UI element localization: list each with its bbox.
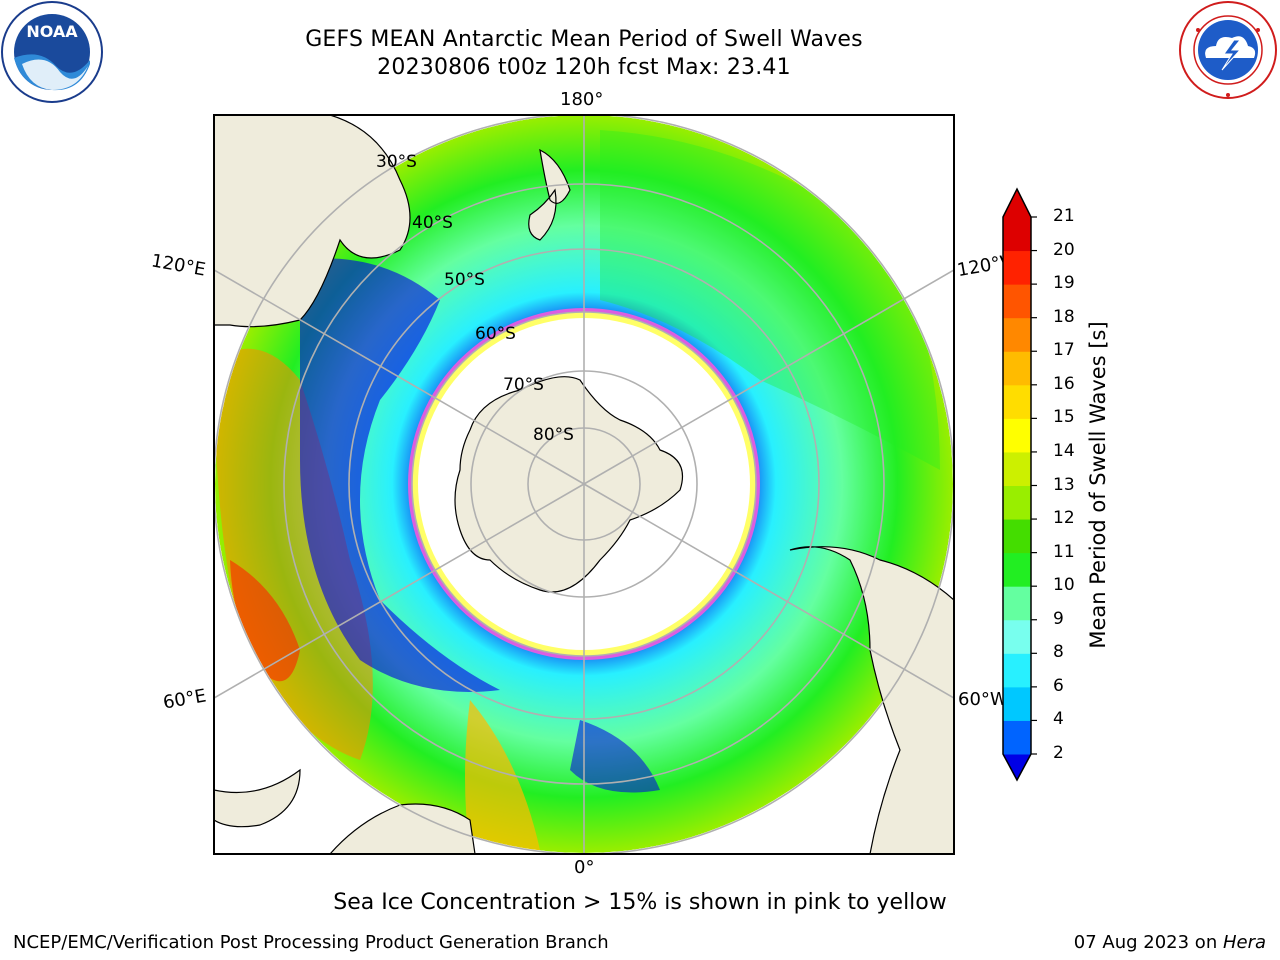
south-america-landmass <box>789 546 954 854</box>
colorbar-bin <box>1003 217 1031 252</box>
chart-title: GEFS MEAN Antarctic Mean Period of Swell… <box>305 27 863 52</box>
lat-label-30s: 30°S <box>376 152 417 172</box>
colorbar-bin <box>1003 552 1031 587</box>
colorbar-tick-label: 18 <box>1053 306 1075 327</box>
lat-label-50s: 50°S <box>444 270 485 290</box>
colorbar-tick-label: 21 <box>1053 206 1075 226</box>
colorbar-bin <box>1003 451 1031 486</box>
colorbar-tick-label: 20 <box>1053 239 1075 260</box>
colorbar-tick-label: 11 <box>1053 541 1075 562</box>
meridian-120w <box>583 269 954 485</box>
colorbar-bin <box>1003 485 1031 520</box>
svg-text:NOAA: NOAA <box>26 22 78 41</box>
lon-label-60w: 60°W <box>958 689 1008 710</box>
lat-label-80s: 80°S <box>533 425 574 445</box>
colorbar-tick-label: 9 <box>1053 608 1064 629</box>
sea-ice-note: Sea Ice Concentration > 15% is shown in … <box>333 890 947 915</box>
colorbar-tick-label: 19 <box>1053 273 1075 294</box>
colorbar-tick-label: 8 <box>1053 642 1064 663</box>
footer-date-text: 07 Aug 2023 on <box>1073 932 1223 953</box>
colorbar-tick-label: 2 <box>1053 743 1064 763</box>
colorbar-label: Mean Period of Swell Waves [s] <box>1086 321 1110 649</box>
footer-date: 07 Aug 2023 on Hera <box>1074 932 1266 953</box>
meridian-60w <box>583 483 954 699</box>
colorbar-bin <box>1003 586 1031 621</box>
colorbar-outline <box>1002 187 1032 782</box>
pacific-swell-field <box>600 130 940 470</box>
colorbar-tick-label: 15 <box>1053 407 1075 428</box>
colorbar-extend-high <box>1003 189 1031 217</box>
colorbar-tick-label: 13 <box>1053 474 1075 495</box>
footer-credit: NCEP/EMC/Verification Post Processing Pr… <box>13 932 609 953</box>
colorbar-bin <box>1003 284 1031 319</box>
colorbar-tick-label: 17 <box>1053 340 1075 361</box>
meridian-60e <box>214 483 585 699</box>
antarctica-landmass <box>454 376 684 593</box>
australia-landmass <box>214 115 411 328</box>
lon-label-180: 180° <box>560 89 604 110</box>
colorbar-extend-low <box>1003 754 1031 780</box>
chart-subtitle: 20230806 t00z 120h fcst Max: 23.41 <box>377 55 791 80</box>
colorbar-tick-label: 6 <box>1053 675 1064 696</box>
colorbar-bin <box>1003 686 1031 721</box>
colorbar-tick-label: 12 <box>1053 508 1075 529</box>
noaa-logo: NOAA <box>1 1 103 103</box>
lon-label-0: 0° <box>574 857 595 878</box>
graticule <box>214 115 954 854</box>
short-period-patch-south <box>570 720 660 793</box>
colorbar-bin <box>1003 250 1031 285</box>
map-frame <box>213 114 955 855</box>
colorbar-bin <box>1003 384 1031 419</box>
lat-label-60s: 60°S <box>475 324 516 344</box>
colorbar-bin <box>1003 519 1031 554</box>
colorbar-bin <box>1003 317 1031 352</box>
meridian-120e <box>214 269 585 485</box>
colorbar <box>1002 187 1037 782</box>
colorbar-bin <box>1003 720 1031 755</box>
colorbar-bin <box>1003 351 1031 386</box>
nws-logo <box>1179 1 1277 99</box>
colorbar-bin <box>1003 653 1031 688</box>
colorbar-tick-label: 10 <box>1053 575 1075 596</box>
new-zealand-landmass <box>528 148 571 241</box>
short-period-band <box>300 258 500 692</box>
swell-maximum-atlantic <box>465 700 540 850</box>
colorbar-bin <box>1003 619 1031 654</box>
swell-maximum-core <box>230 560 300 682</box>
colorbar-bin <box>1003 418 1031 453</box>
lat-label-40s: 40°S <box>412 213 453 233</box>
footer-machine: Hera <box>1222 932 1266 953</box>
colorbar-tick-label: 14 <box>1053 440 1075 461</box>
lat-label-70s: 70°S <box>503 375 544 395</box>
colorbar-tick-label: 16 <box>1053 373 1075 394</box>
colorbar-tick-label: 4 <box>1053 709 1064 730</box>
swell-period-map <box>213 114 955 855</box>
madagascar-landmass <box>214 768 301 828</box>
